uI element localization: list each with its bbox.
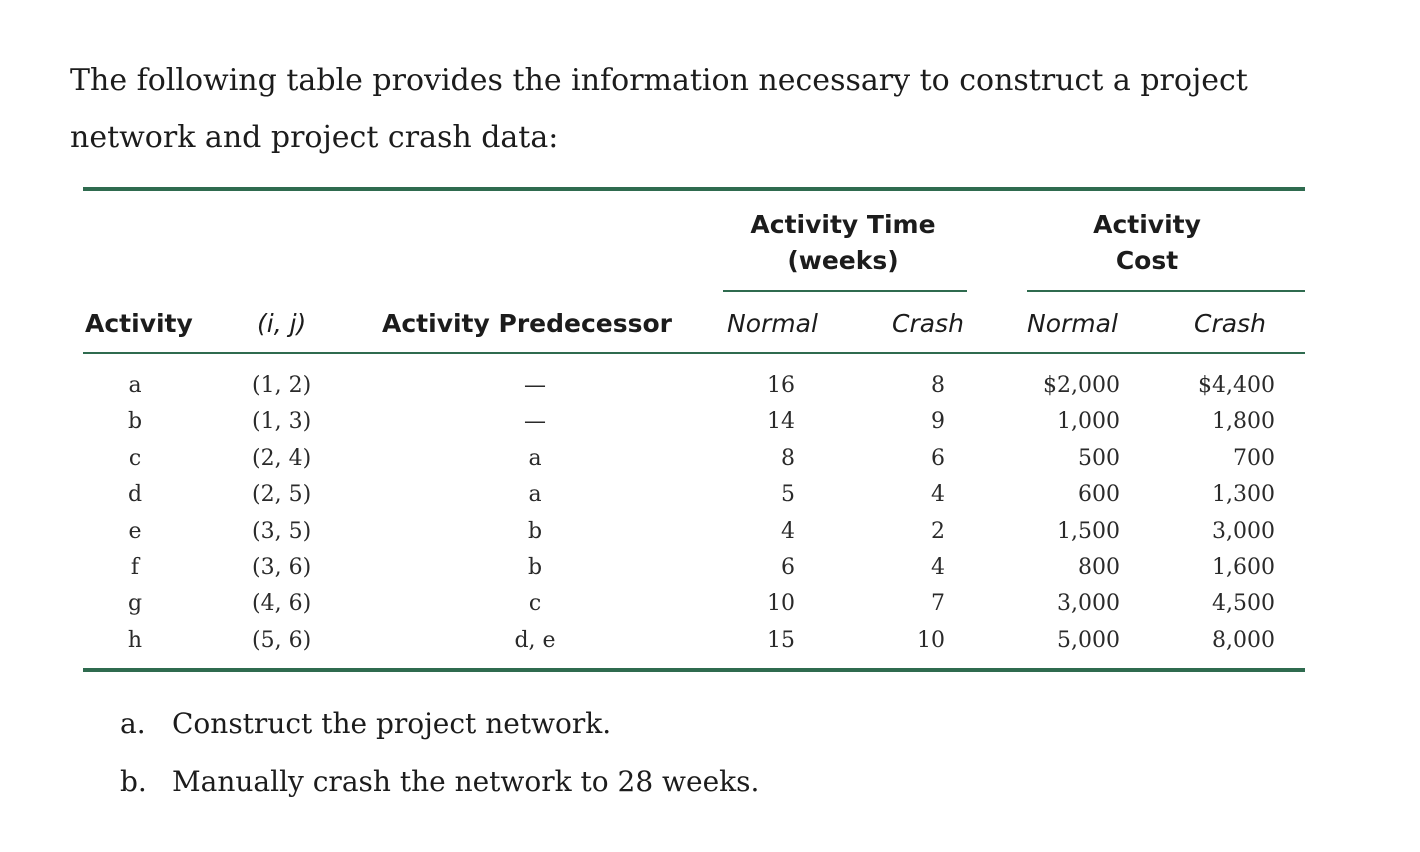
cell-activity: e [128,518,142,544]
cell-activity: h [127,627,143,653]
cell-cost-normal: 800 [1078,555,1120,580]
group-header-cost-line1: Activity [1093,210,1201,239]
cell-ij: (2, 4) [252,445,312,471]
col-header-ij: (i, j) [257,309,307,338]
cell-cost-crash: 8,000 [1212,627,1275,653]
col-header-time-normal: Normal [727,309,818,338]
question-a-letter: a. [120,707,146,740]
question-a-text: Construct the project network. [172,707,612,740]
cell-activity: d [127,482,143,508]
cell-ij: (1, 2) [252,373,312,398]
cell-time-normal: 16 [767,373,795,398]
col-header-activity: Activity [85,309,193,338]
cell-time-normal: 8 [781,445,795,471]
cell-activity: c [128,445,142,471]
question-b-letter: b. [120,765,147,798]
cell-cost-crash: 700 [1233,445,1275,471]
table-bottom-rule [83,668,1305,672]
header-bottom-rule [83,352,1305,354]
cell-cost-crash: 4,500 [1212,591,1275,617]
cell-time-crash: 9 [931,409,945,435]
cell-time-normal: 14 [767,409,795,435]
cell-cost-normal: 3,000 [1057,591,1120,617]
table-top-rule [83,187,1305,191]
cell-time-crash: 7 [931,591,945,617]
cell-activity: a [128,373,142,398]
col-header-cost-crash: Crash [1194,309,1266,338]
cell-predecessor: a [528,482,542,508]
cell-cost-normal: 600 [1078,482,1120,508]
cell-predecessor: d, e [514,627,556,653]
question-b-text: Manually crash the network to 28 weeks. [172,765,760,798]
group-header-time-line1: Activity Time [750,210,936,239]
cell-cost-crash: $4,400 [1198,373,1275,398]
cell-cost-normal: $2,000 [1043,373,1120,398]
cell-cost-normal: 500 [1078,445,1120,471]
cell-predecessor: b [527,555,543,580]
cell-activity: g [127,591,143,617]
cell-predecessor: c [528,591,542,617]
cell-time-normal: 6 [781,555,795,580]
cell-predecessor: a [528,445,542,471]
cell-ij: (1, 3) [252,409,312,435]
cell-ij: (2, 5) [252,482,312,508]
cell-time-crash: 6 [931,445,945,471]
group-rule-cost [1027,290,1305,292]
cell-time-normal: 10 [767,591,795,617]
cell-cost-normal: 1,500 [1057,518,1120,544]
intro-paragraph: The following table provides the informa… [70,63,1248,155]
group-header-cost-line2: Cost [1115,246,1179,275]
cell-time-crash: 10 [917,627,945,653]
cell-activity: b [127,409,143,435]
cell-time-normal: 5 [781,482,795,508]
cell-cost-crash: 3,000 [1212,518,1275,544]
cell-time-crash: 2 [931,518,945,544]
cell-ij: (4, 6) [252,591,312,617]
cell-time-crash: 4 [931,555,945,580]
cell-ij: (3, 5) [252,518,312,544]
cell-cost-crash: 1,300 [1212,482,1275,508]
cell-activity: f [130,555,140,580]
cell-predecessor: b [527,518,543,544]
question-b: b. Manually crash the network to 28 weeks… [120,764,759,800]
question-a: a. Construct the project network. [120,706,611,742]
cell-time-crash: 8 [931,373,945,398]
cell-cost-crash: 1,800 [1212,409,1275,435]
cell-predecessor: — [524,373,546,398]
group-header-time-line2: (weeks) [787,246,899,275]
cell-time-crash: 4 [931,482,945,508]
cell-ij: (3, 6) [252,555,312,580]
group-rule-time [723,290,967,292]
cell-cost-normal: 5,000 [1057,627,1120,653]
col-header-cost-normal: Normal [1027,309,1118,338]
cell-time-normal: 4 [781,518,795,544]
cell-cost-normal: 1,000 [1057,409,1120,435]
col-header-time-crash: Crash [892,309,964,338]
cell-predecessor: — [524,409,546,435]
cell-ij: (5, 6) [252,627,312,653]
cell-cost-crash: 1,600 [1212,555,1275,580]
col-header-predecessor: Activity Predecessor [382,309,673,338]
cell-time-normal: 15 [767,627,795,653]
